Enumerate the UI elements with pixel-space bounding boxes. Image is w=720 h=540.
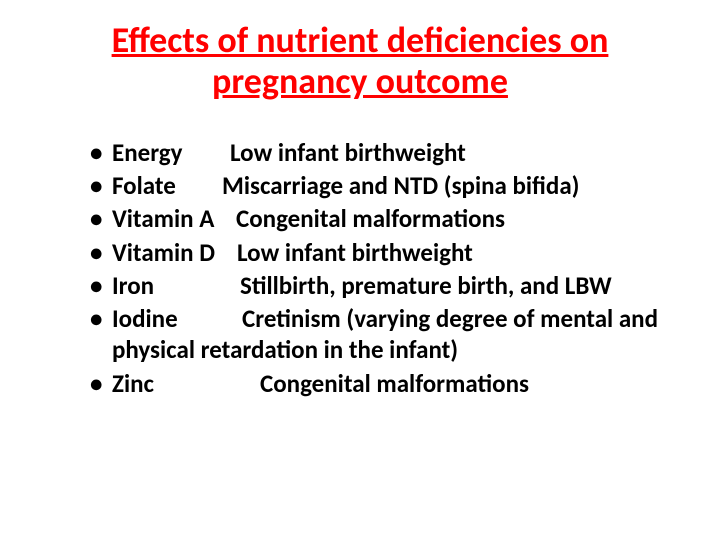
nutrient-name: Zinc: [112, 368, 260, 399]
nutrient-effect: Low infant birthweight: [237, 237, 473, 268]
nutrient-effect: Stillbirth, premature birth, and LBW: [240, 270, 612, 301]
nutrient-name: Folate: [112, 170, 222, 201]
nutrient-effect: Congenital malformations: [236, 203, 505, 234]
nutrient-name: Vitamin D: [112, 237, 237, 268]
bullet-item: FolateMiscarriage and NTD (spina bifida): [90, 170, 670, 201]
bullet-item: IodineCretinism (varying degree of menta…: [90, 303, 670, 366]
nutrient-name: Vitamin A: [112, 203, 236, 234]
nutrient-effect: Miscarriage and NTD (spina bifida): [222, 170, 579, 201]
nutrient-name: Energy: [112, 137, 230, 168]
bullet-item: Vitamin DLow infant birthweight: [90, 237, 670, 268]
nutrient-name: Iron: [112, 270, 240, 301]
slide-title: Effects of nutrient deficiencies on preg…: [50, 20, 670, 103]
nutrient-effect: Low infant birthweight: [230, 137, 466, 168]
bullet-item: EnergyLow infant birthweight: [90, 137, 670, 168]
nutrient-effect: Congenital malformations: [260, 368, 529, 399]
nutrient-name: Iodine: [112, 303, 242, 334]
slide: Effects of nutrient deficiencies on preg…: [0, 0, 720, 540]
bullet-list: EnergyLow infant birthweightFolateMiscar…: [50, 137, 670, 399]
bullet-item: Vitamin ACongenital malformations: [90, 203, 670, 234]
bullet-item: IronStillbirth, premature birth, and LBW: [90, 270, 670, 301]
bullet-item: ZincCongenital malformations: [90, 368, 670, 399]
